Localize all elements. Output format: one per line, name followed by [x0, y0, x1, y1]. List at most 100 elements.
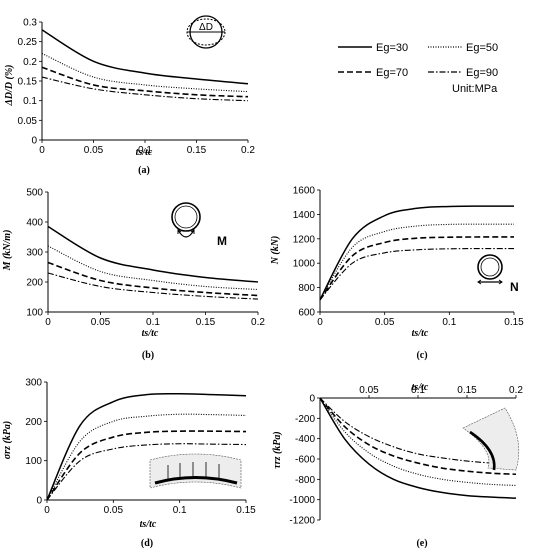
- inset-radial-stress-diagram: [149, 453, 242, 489]
- y-tick-label: 0.25: [18, 37, 38, 48]
- series-line-eg70: [319, 397, 517, 476]
- inset-b-moment-arrow: [177, 229, 195, 238]
- series-line-eg70: [47, 261, 259, 297]
- y-tick-label: -1000: [289, 495, 315, 506]
- series-line-eg70: [46, 430, 247, 501]
- legend-label-eg50: Eg=50: [466, 42, 498, 54]
- ylabel-a: ΔD/D (%): [4, 65, 15, 107]
- y-tick-label: -1200: [289, 516, 315, 527]
- inset-e-soil-region: [462, 407, 520, 471]
- ylabel-d: σrz (kPa): [2, 421, 13, 459]
- y-tick-label: 600: [298, 308, 315, 319]
- y-tick-label: 0: [36, 496, 42, 507]
- y-tick-label: 400: [26, 218, 43, 229]
- x-tick-label: 0.15: [504, 317, 524, 328]
- x-tick-label: 0.2: [509, 385, 523, 396]
- inset-moment-diagram: M: [171, 202, 227, 248]
- panel-b-plot: 100 200 300 400 500 0 0.05 0.1 0.15 0.2: [26, 188, 265, 329]
- x-tick-label: 0.1: [138, 145, 152, 156]
- xlabel-a: ts/tc: [136, 147, 153, 158]
- inset-b-arrow-head-left: [177, 229, 182, 234]
- inset-shear-stress-diagram: [462, 407, 520, 471]
- series-line-eg30: [41, 29, 249, 85]
- legend-unit: Unit:MPa: [452, 83, 498, 95]
- y-tick-label: 100: [25, 456, 42, 467]
- inset-d-soil-region: [149, 453, 242, 489]
- y-tick-label: 0.05: [18, 116, 38, 127]
- legend-label-eg70: Eg=70: [376, 67, 408, 79]
- x-tick-label: 0.05: [104, 505, 124, 516]
- legend-label-eg90: Eg=90: [466, 67, 498, 79]
- inset-e-shear-arrows: [477, 436, 491, 454]
- series-line-eg30: [46, 392, 247, 501]
- x-tick-label: 0.15: [196, 317, 216, 328]
- x-tick-label: 0.05: [91, 317, 111, 328]
- inset-diameter-diagram: ΔD: [186, 15, 226, 49]
- x-tick-label: 0: [39, 145, 45, 156]
- y-tick-label: 0.1: [23, 96, 37, 107]
- series-line-eg90: [41, 76, 249, 102]
- panel-d-plot: 0 100 200 300 0 0.05 0.1 0.15: [25, 378, 256, 517]
- series-line-eg50: [319, 223, 515, 301]
- xlabel-d: ts/tc: [140, 519, 157, 530]
- y-tick-label: 1400: [293, 210, 316, 221]
- inset-c-arrow-heads: [477, 279, 503, 285]
- y-tick-label: 0: [309, 394, 315, 405]
- y-tick-label: 0: [31, 136, 37, 147]
- x-tick-label: 0.2: [251, 317, 265, 328]
- xlabel-c: ts/tc: [412, 328, 429, 339]
- series-line-eg70: [41, 66, 249, 98]
- inset-b-ring-inner: [174, 205, 198, 229]
- y-tick-label: -800: [295, 475, 315, 486]
- x-tick-label: 0.1: [173, 505, 187, 516]
- y-tick-label: -600: [295, 455, 315, 466]
- y-tick-label: -400: [295, 434, 315, 445]
- y-tick-label: 1600: [293, 186, 316, 197]
- series-line-eg90: [319, 247, 515, 301]
- y-tick-label: 800: [298, 283, 315, 294]
- y-tick-label: 300: [26, 248, 43, 259]
- y-tick-label: 100: [26, 308, 43, 319]
- legend: Eg=30 Eg=50 Eg=70 Eg=90 Unit:MPa: [338, 42, 498, 95]
- x-tick-label: 0.15: [187, 145, 207, 156]
- series-line-eg30: [319, 205, 515, 301]
- x-tick-label: 0.1: [146, 317, 160, 328]
- y-tick-label: 1200: [293, 234, 316, 245]
- panel-label-e: (e): [416, 538, 427, 549]
- panel-c-plot: 600 800 1000 1200 1400 1600 0 0.05 0.1 0.15: [293, 186, 524, 329]
- x-tick-label: 0.05: [84, 145, 104, 156]
- inset-d-lining: [154, 476, 238, 485]
- inset-b-label: M: [217, 234, 227, 248]
- inset-axial-diagram: N: [477, 254, 519, 294]
- panel-label-c: (c): [416, 350, 427, 361]
- inset-b-ring: [171, 202, 201, 232]
- ylabel-e: τrz (kPa): [272, 431, 283, 469]
- series-line-eg90: [47, 272, 259, 300]
- x-tick-label: 0.05: [359, 385, 379, 396]
- y-tick-label: 300: [25, 378, 42, 389]
- legend-label-eg30: Eg=30: [376, 42, 408, 54]
- x-tick-label: 0: [317, 317, 323, 328]
- y-tick-label: 500: [26, 188, 43, 199]
- y-tick-label: -200: [295, 414, 315, 425]
- inset-e-lining: [469, 430, 496, 471]
- panel-a-plot: 0 0.05 0.1 0.15 0.2 0.25 0.3 0 0.05 0.1 0.15 0.2: [18, 18, 256, 157]
- xlabel-b: ts/tc: [142, 328, 159, 339]
- inset-a-label: ΔD: [199, 22, 213, 33]
- inset-d-stress-arrows: [167, 462, 220, 481]
- y-tick-label: 1000: [293, 259, 316, 270]
- series-line-eg70: [319, 236, 515, 301]
- x-tick-label: 0.15: [457, 385, 477, 396]
- inset-c-ring-inner: [480, 257, 500, 277]
- series-line-eg50: [46, 413, 247, 501]
- x-tick-label: 0: [44, 505, 50, 516]
- inset-b-arrow-head-right: [190, 229, 195, 234]
- y-tick-label: 0.2: [23, 57, 37, 68]
- series-line-eg90: [319, 397, 517, 465]
- panel-label-d: (d): [141, 538, 153, 549]
- y-tick-label: 0.15: [18, 77, 38, 88]
- series-line-eg50: [319, 397, 517, 486]
- inset-c-label: N: [510, 280, 519, 294]
- x-tick-label: 0: [45, 317, 51, 328]
